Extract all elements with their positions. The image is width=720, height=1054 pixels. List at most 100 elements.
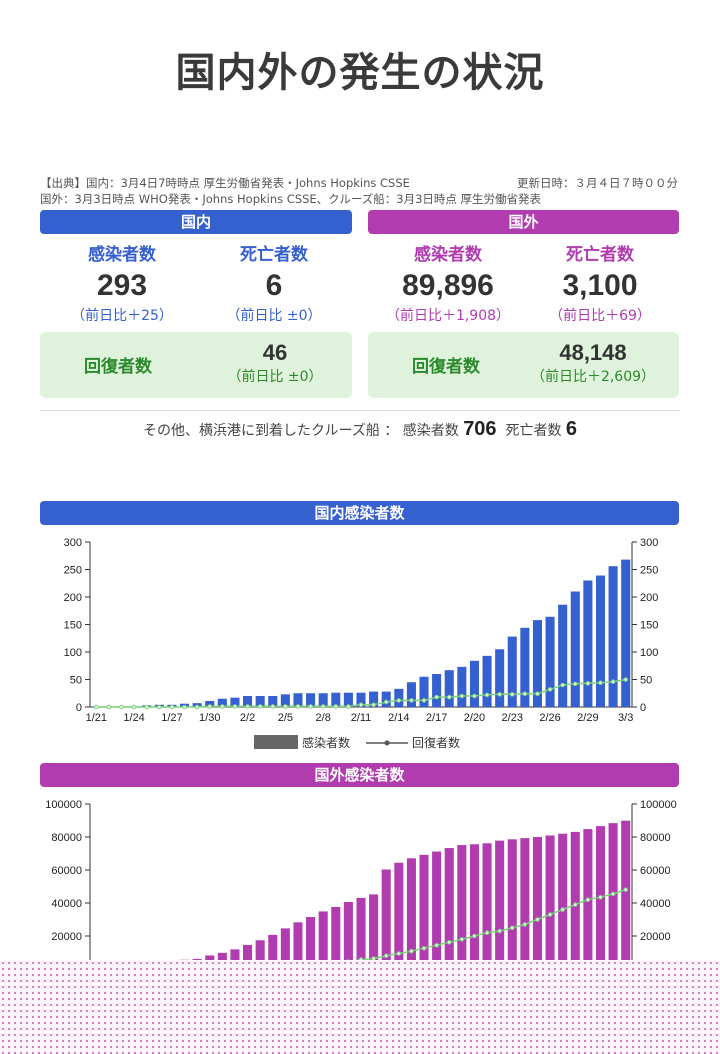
domestic-header: 国内	[40, 210, 352, 234]
overseas-recovered-label: 回復者数	[412, 357, 480, 377]
bar	[331, 692, 341, 707]
bar	[318, 911, 328, 969]
recovered-point	[497, 692, 502, 697]
recovered-point	[245, 704, 250, 709]
y-tick-label-left: 40000	[51, 898, 82, 910]
bar	[255, 940, 265, 969]
recovered-point	[484, 930, 490, 935]
x-tick-label: 3/3	[618, 712, 633, 724]
recovered-point	[421, 945, 427, 951]
recovered-point	[194, 704, 200, 710]
overseas-chart-header: 国外感染者数	[40, 763, 679, 787]
overseas-infected-label: 感染者数	[414, 245, 482, 265]
x-tick-label: 1/30	[199, 712, 220, 724]
overseas-infected: 感染者数 89,896 （前日比＋1,908）	[368, 240, 528, 325]
decorative-dot-overlay	[0, 960, 720, 1054]
recovered-point	[94, 704, 99, 710]
bar	[520, 838, 530, 969]
recovered-point	[383, 953, 389, 959]
bar	[293, 693, 303, 707]
x-tick-label: 2/20	[464, 712, 485, 724]
overseas-deaths: 死亡者数 3,100 （前日比＋69）	[520, 240, 680, 325]
x-tick-label: 2/23	[502, 712, 523, 724]
bar	[306, 693, 316, 707]
recovered-point	[434, 942, 439, 948]
bar	[520, 627, 530, 707]
bar	[432, 851, 442, 969]
bar	[217, 698, 227, 707]
recovered-point	[446, 939, 452, 945]
recovered-point	[409, 948, 414, 954]
bar	[469, 660, 479, 707]
recovered-point	[383, 699, 389, 705]
recovered-point	[169, 704, 175, 710]
recovered-point	[598, 894, 603, 900]
bar	[394, 688, 404, 707]
cruise-deaths-label: 死亡者数	[505, 423, 562, 439]
bar	[280, 694, 290, 707]
domestic-recovered-label: 回復者数	[84, 357, 152, 377]
y-tick-label-right: 250	[640, 565, 658, 577]
cruise-text: その他、横浜港に到着したクルーズ船 ： 感染者数	[142, 423, 459, 439]
recovered-point	[446, 694, 452, 700]
domestic-recovered: 回復者数 46 （前日比 ±0）	[40, 332, 352, 398]
overseas-infected-diff: （前日比＋1,908）	[385, 308, 511, 324]
x-tick-label: 1/27	[161, 712, 182, 724]
bar	[406, 858, 416, 969]
cruise-infected: 706	[463, 418, 497, 440]
recovered-point	[598, 680, 603, 686]
page-title: 国内外の発生の状況	[175, 50, 545, 96]
recovered-point	[497, 928, 502, 934]
recovered-point	[295, 704, 301, 709]
recovered-point	[535, 917, 540, 922]
y-tick-label-left: 100000	[45, 799, 82, 811]
y-tick-label-left: 60000	[51, 865, 82, 877]
recovered-point	[358, 702, 364, 708]
domestic-chart-header: 国内感染者数	[40, 501, 679, 525]
legend-label-infected: 感染者数	[302, 735, 350, 750]
recovered-point	[484, 692, 490, 698]
bar	[406, 682, 416, 707]
domestic-deaths-label: 死亡者数	[240, 245, 308, 265]
bar	[558, 833, 568, 969]
overseas-deaths-diff: （前日比＋69）	[549, 308, 651, 324]
x-tick-label: 2/14	[388, 712, 409, 724]
recovered-point	[522, 922, 528, 927]
x-tick-label: 2/8	[316, 712, 331, 724]
bar	[243, 944, 253, 969]
recovered-point	[409, 698, 414, 703]
overseas-recovered-value: 48,148	[559, 340, 627, 365]
overseas-infected-value: 89,896	[402, 269, 494, 302]
domestic-deaths-diff: （前日比 ±0）	[226, 308, 322, 324]
recovered-point	[522, 691, 528, 697]
bar	[570, 591, 580, 707]
x-tick-label: 1/21	[86, 712, 107, 724]
bar	[280, 928, 290, 969]
recovered-point	[144, 704, 150, 710]
legend-bar-swatch	[254, 735, 298, 749]
recovered-point	[434, 694, 439, 700]
y-tick-label-left: 80000	[51, 832, 82, 844]
bar	[343, 692, 353, 707]
recovered-point	[509, 925, 515, 931]
bar	[558, 604, 568, 707]
recovered-point	[547, 912, 553, 917]
recovered-point	[560, 682, 565, 688]
recovered-point	[182, 704, 187, 710]
recovered-point	[333, 704, 339, 709]
x-tick-label: 2/17	[426, 712, 447, 724]
domestic-recovered-value: 46	[262, 340, 288, 365]
recovered-point	[308, 704, 313, 709]
bar	[419, 854, 429, 969]
bar	[621, 559, 631, 707]
bar	[545, 835, 555, 969]
source-line-2: 国外：3月3日時点 WHO発表・Johns Hopkins CSSE、クルーズ船…	[40, 192, 542, 206]
domestic-infected: 感染者数 293 （前日比＋25）	[42, 240, 202, 325]
recovered-point	[421, 698, 427, 703]
legend-line-marker	[384, 740, 390, 746]
y-tick-label-right: 40000	[640, 898, 671, 910]
recovered-point	[119, 704, 124, 710]
divider	[40, 410, 680, 411]
bar	[482, 655, 492, 707]
recovered-point	[157, 704, 162, 710]
